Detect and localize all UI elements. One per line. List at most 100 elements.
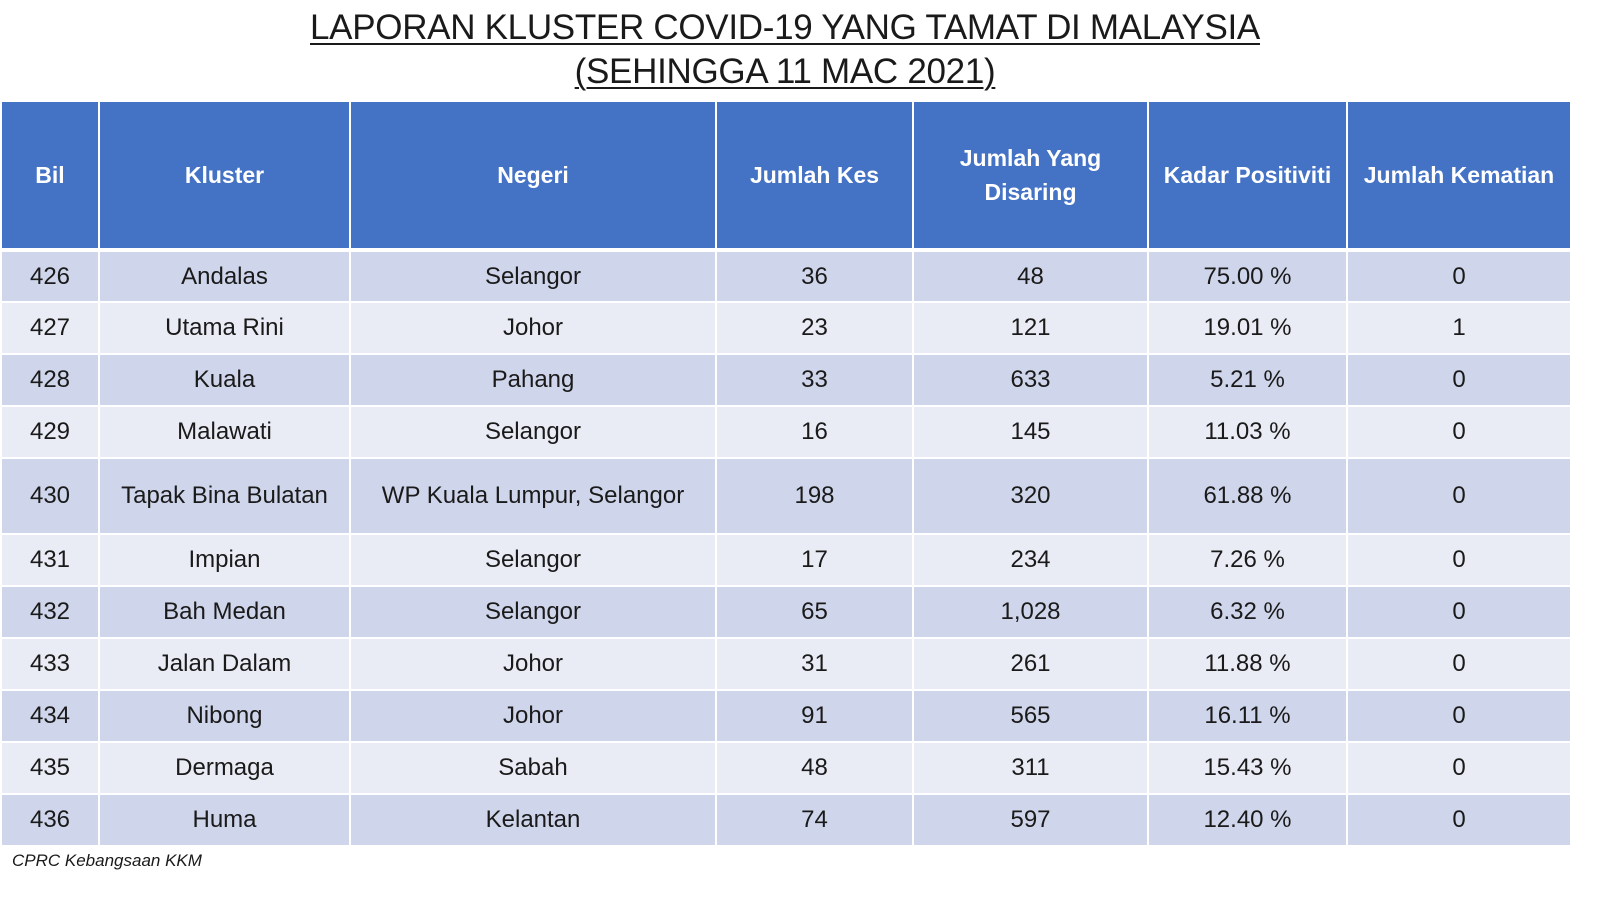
table-row: 426 Andalas Selangor 36 48 75.00 % 0 xyxy=(0,248,1572,303)
cell-negeri: Johor xyxy=(349,301,717,355)
cell-jumlah-disaring: 261 xyxy=(912,637,1149,691)
table-row: 429 Malawati Selangor 16 145 11.03 % 0 xyxy=(0,405,1572,459)
cell-kluster: Jalan Dalam xyxy=(98,637,351,691)
header-bil: Bil xyxy=(0,100,100,251)
source-note: CPRC Kebangsaan KKM xyxy=(12,851,202,870)
table-body: 426 Andalas Selangor 36 48 75.00 % 0 427 Utama R… xyxy=(0,248,1572,847)
cell-jumlah-disaring: 633 xyxy=(912,353,1149,407)
cell-kadar-positiviti: 15.43 % xyxy=(1147,741,1348,795)
cell-jumlah-kes: 31 xyxy=(715,637,914,691)
cell-negeri: Johor xyxy=(349,637,717,691)
cell-kluster: Huma xyxy=(98,793,351,847)
cell-jumlah-disaring: 234 xyxy=(912,533,1149,587)
cell-jumlah-kes: 74 xyxy=(715,793,914,847)
cell-jumlah-kematian: 0 xyxy=(1346,248,1572,303)
cell-negeri: Selangor xyxy=(349,405,717,459)
header-kluster: Kluster xyxy=(98,100,351,251)
cell-bil: 430 xyxy=(0,457,100,535)
cell-jumlah-kematian: 0 xyxy=(1346,353,1572,407)
cluster-table: Bil Kluster Negeri Jumlah Kes Jumlah Yan… xyxy=(0,100,1572,847)
header-negeri: Negeri xyxy=(349,100,717,251)
cell-jumlah-kematian: 0 xyxy=(1346,585,1572,639)
cell-jumlah-kematian: 0 xyxy=(1346,689,1572,743)
cell-jumlah-kematian: 0 xyxy=(1346,533,1572,587)
header-kadar-positiviti: Kadar Positiviti xyxy=(1147,100,1348,251)
cell-negeri: Pahang xyxy=(349,353,717,407)
table-row: 436 Huma Kelantan 74 597 12.40 % 0 xyxy=(0,793,1572,847)
cell-bil: 434 xyxy=(0,689,100,743)
table-row: 434 Nibong Johor 91 565 16.11 % 0 xyxy=(0,689,1572,743)
cell-jumlah-kes: 198 xyxy=(715,457,914,535)
table-header-row: Bil Kluster Negeri Jumlah Kes Jumlah Yan… xyxy=(0,100,1572,251)
cell-jumlah-disaring: 565 xyxy=(912,689,1149,743)
cell-kadar-positiviti: 75.00 % xyxy=(1147,248,1348,303)
cell-jumlah-kematian: 0 xyxy=(1346,741,1572,795)
cell-jumlah-kes: 65 xyxy=(715,585,914,639)
cell-jumlah-kes: 48 xyxy=(715,741,914,795)
cell-kluster: Tapak Bina Bulatan xyxy=(98,457,351,535)
cell-bil: 431 xyxy=(0,533,100,587)
header-jumlah-disaring: Jumlah Yang Disaring xyxy=(912,100,1149,251)
cell-kluster: Utama Rini xyxy=(98,301,351,355)
cell-kadar-positiviti: 11.88 % xyxy=(1147,637,1348,691)
cell-jumlah-disaring: 1,028 xyxy=(912,585,1149,639)
cell-jumlah-disaring: 320 xyxy=(912,457,1149,535)
table-row: 431 Impian Selangor 17 234 7.26 % 0 xyxy=(0,533,1572,587)
header-jumlah-kes: Jumlah Kes xyxy=(715,100,914,251)
cell-jumlah-kes: 36 xyxy=(715,248,914,303)
cell-kadar-positiviti: 16.11 % xyxy=(1147,689,1348,743)
cell-jumlah-kematian: 1 xyxy=(1346,301,1572,355)
cell-jumlah-kematian: 0 xyxy=(1346,405,1572,459)
cell-kluster: Andalas xyxy=(98,248,351,303)
report-title: LAPORAN KLUSTER COVID-19 YANG TAMAT DI M… xyxy=(0,6,1570,94)
cell-jumlah-disaring: 48 xyxy=(912,248,1149,303)
cell-kadar-positiviti: 19.01 % xyxy=(1147,301,1348,355)
table-row: 427 Utama Rini Johor 23 121 19.01 % 1 xyxy=(0,301,1572,355)
cell-jumlah-kematian: 0 xyxy=(1346,637,1572,691)
cell-kadar-positiviti: 6.32 % xyxy=(1147,585,1348,639)
cell-jumlah-kematian: 0 xyxy=(1346,793,1572,847)
cell-jumlah-disaring: 121 xyxy=(912,301,1149,355)
cell-bil: 426 xyxy=(0,248,100,303)
cell-bil: 435 xyxy=(0,741,100,795)
cell-kluster: Nibong xyxy=(98,689,351,743)
cell-kluster: Dermaga xyxy=(98,741,351,795)
cell-negeri: Selangor xyxy=(349,585,717,639)
cell-kadar-positiviti: 12.40 % xyxy=(1147,793,1348,847)
cell-jumlah-kes: 17 xyxy=(715,533,914,587)
report-title-line-1: LAPORAN KLUSTER COVID-19 YANG TAMAT DI M… xyxy=(310,8,1260,47)
cell-bil: 433 xyxy=(0,637,100,691)
table-row: 435 Dermaga Sabah 48 311 15.43 % 0 xyxy=(0,741,1572,795)
cell-jumlah-disaring: 597 xyxy=(912,793,1149,847)
table-row: 432 Bah Medan Selangor 65 1,028 6.32 % 0 xyxy=(0,585,1572,639)
cell-jumlah-kes: 23 xyxy=(715,301,914,355)
cell-bil: 428 xyxy=(0,353,100,407)
cell-bil: 427 xyxy=(0,301,100,355)
cell-negeri: WP Kuala Lumpur, Selangor xyxy=(349,457,717,535)
cell-negeri: Selangor xyxy=(349,248,717,303)
header-jumlah-kematian: Jumlah Kematian xyxy=(1346,100,1572,251)
cell-bil: 432 xyxy=(0,585,100,639)
table-row: 428 Kuala Pahang 33 633 5.21 % 0 xyxy=(0,353,1572,407)
cell-jumlah-kes: 91 xyxy=(715,689,914,743)
cell-kadar-positiviti: 7.26 % xyxy=(1147,533,1348,587)
cell-kluster: Bah Medan xyxy=(98,585,351,639)
cell-jumlah-disaring: 311 xyxy=(912,741,1149,795)
table-row: 433 Jalan Dalam Johor 31 261 11.88 % 0 xyxy=(0,637,1572,691)
cell-negeri: Johor xyxy=(349,689,717,743)
cell-kadar-positiviti: 11.03 % xyxy=(1147,405,1348,459)
cell-jumlah-kematian: 0 xyxy=(1346,457,1572,535)
cell-bil: 429 xyxy=(0,405,100,459)
cell-kadar-positiviti: 61.88 % xyxy=(1147,457,1348,535)
cell-kluster: Impian xyxy=(98,533,351,587)
cell-jumlah-disaring: 145 xyxy=(912,405,1149,459)
cell-jumlah-kes: 16 xyxy=(715,405,914,459)
cell-negeri: Sabah xyxy=(349,741,717,795)
table-row: 430 Tapak Bina Bulatan WP Kuala Lumpur, Se… xyxy=(0,457,1572,535)
cell-kadar-positiviti: 5.21 % xyxy=(1147,353,1348,407)
cell-negeri: Selangor xyxy=(349,533,717,587)
cell-kluster: Malawati xyxy=(98,405,351,459)
cell-negeri: Kelantan xyxy=(349,793,717,847)
cell-jumlah-kes: 33 xyxy=(715,353,914,407)
cell-kluster: Kuala xyxy=(98,353,351,407)
